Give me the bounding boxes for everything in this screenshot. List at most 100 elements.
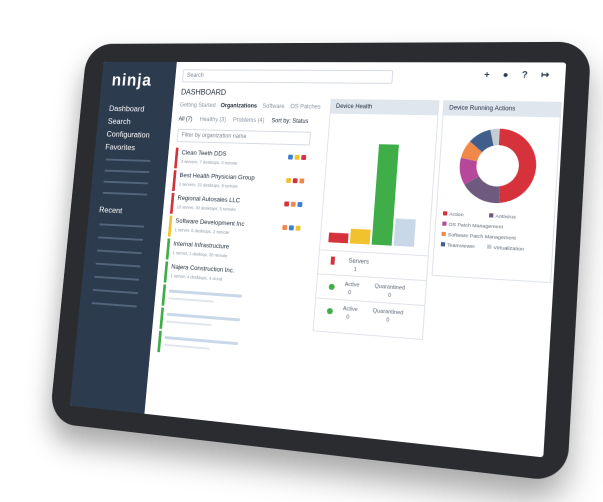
divider (318, 274, 426, 281)
org-devices: 3 servers, 7 desktops, 3 remote (180, 159, 238, 166)
org-devices: 1 server, 5 desktops, 2 remote (174, 227, 230, 235)
quarantined-label: Quarantined (374, 283, 405, 292)
donut-segment (495, 128, 539, 205)
filter[interactable]: Healthy (3) (199, 117, 227, 124)
filter-input[interactable]: Filter by organization name (176, 128, 311, 146)
active-count: 0 (346, 314, 350, 321)
logo: ninja (111, 70, 153, 90)
status-icon (301, 154, 307, 161)
device-health-panel: Device Health Servers 1 Active 0 Quarantined… (312, 98, 440, 341)
quarantined-count: 0 (386, 317, 390, 324)
recent-title: Recent (98, 204, 123, 216)
org-devices: 2 servers, 22 desktops, 8 remote (178, 181, 238, 189)
status-icon (297, 201, 303, 208)
placeholder (95, 262, 141, 268)
status-icon (284, 201, 290, 207)
filter[interactable]: Problems (4) (232, 117, 265, 125)
bar (371, 144, 399, 246)
legend-swatch (442, 211, 448, 216)
status-bar (169, 192, 175, 214)
status-bar (174, 147, 179, 169)
tablet: ninja Dashboard Search Configuration Fav… (49, 41, 592, 483)
filter[interactable]: Sort by: Status (271, 118, 309, 125)
shield-icon (328, 283, 335, 291)
placeholder (99, 223, 145, 228)
org-row[interactable]: Clean Teeth DDS 3 servers, 7 desktops, 3 … (174, 147, 313, 173)
status-icon (287, 154, 294, 160)
legend-label: Action (449, 211, 464, 217)
icon (330, 256, 336, 265)
placeholder (164, 343, 210, 350)
nav-item[interactable]: Search (107, 116, 132, 127)
legend-label: Software Patch Management (448, 232, 517, 241)
quarantined-count: 0 (388, 292, 392, 299)
tab[interactable]: OS Patches (290, 104, 321, 111)
nav-item[interactable]: Configuration (106, 129, 151, 140)
placeholder (98, 236, 143, 241)
status-icon (299, 178, 305, 184)
tab[interactable]: Getting Started (179, 102, 216, 109)
servers-label: Servers (348, 258, 369, 266)
placeholder (102, 191, 148, 196)
header-icons[interactable]: + ● ? ↦ (483, 69, 555, 80)
placeholder (166, 312, 240, 322)
nav-item[interactable]: Dashboard (108, 103, 145, 114)
placeholder (104, 169, 150, 174)
servers-count: 1 (354, 267, 358, 274)
divider (320, 250, 428, 256)
status-icon (286, 177, 292, 184)
placeholder (168, 289, 242, 298)
status-icon (288, 225, 294, 231)
actions-panel: Device Running Actions Action Antivirus OS… (431, 100, 562, 284)
tab[interactable]: Software (262, 103, 285, 110)
main: Search + ● ? ↦ DASHBOARD Filter by organ… (144, 61, 567, 458)
tab[interactable]: Organizations (220, 103, 258, 110)
org-name: Regional Autosales LLC (177, 194, 241, 205)
placeholder (93, 288, 138, 295)
status-bar (165, 238, 171, 260)
divider (316, 298, 424, 306)
filters (177, 62, 566, 63)
active-count: 0 (348, 290, 352, 297)
placeholder (168, 297, 214, 303)
placeholder (94, 275, 140, 281)
status-icon (282, 224, 288, 231)
status-icon (292, 178, 298, 184)
quarantined-label: Quarantined (372, 308, 403, 317)
filter[interactable]: All (7) (178, 116, 193, 123)
org-row[interactable]: Best Health Physician Group 2 servers, 22… (172, 170, 311, 196)
placeholder (166, 320, 212, 327)
active-label: Active (344, 281, 359, 289)
org-devices: 10 server, 30 desktops, 5 remote (176, 204, 237, 212)
status-bar (163, 261, 169, 283)
placeholder (96, 249, 142, 255)
legend-swatch (488, 213, 494, 218)
org-list: Clean Teeth DDS 3 servers, 7 desktops, 3 … (157, 62, 566, 353)
legend-label: Virtualization (493, 245, 524, 252)
legend-swatch (440, 242, 446, 247)
legend-label: OS Patch Management (448, 221, 504, 229)
status-icon (295, 225, 301, 231)
placeholder (103, 180, 149, 185)
legend-label: Teamviewer (447, 242, 476, 249)
search-input[interactable]: Search (181, 69, 394, 84)
status-bar (157, 330, 162, 353)
org-name: Clean Teeth DDS (181, 149, 227, 158)
bar (328, 232, 349, 244)
legend-label: Antivirus (495, 213, 517, 220)
legend-swatch (442, 221, 447, 226)
nav-item[interactable]: Favorites (104, 142, 136, 153)
status-bar (159, 307, 165, 329)
org-name: Internal Infrastructure (173, 240, 230, 251)
status-icon (294, 154, 300, 160)
status-bar (172, 170, 177, 192)
shield-icon (326, 307, 334, 315)
status-bar (167, 215, 173, 237)
device-health-chart: Servers1Active0Quarantined0Active0Quaran… (314, 144, 438, 324)
status-icon (290, 201, 296, 207)
screen: ninja Dashboard Search Configuration Fav… (69, 61, 567, 458)
placeholder (105, 158, 151, 162)
legend-swatch (441, 231, 446, 237)
